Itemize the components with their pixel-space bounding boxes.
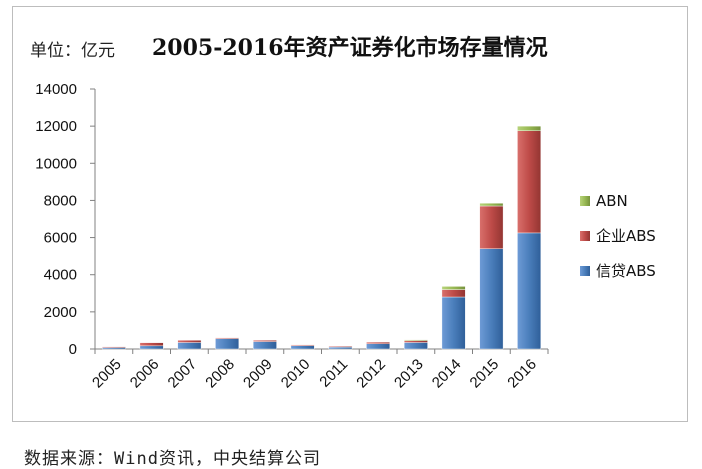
bar-2006-series-1 [139,342,164,347]
bar-2015-series-2 [479,203,504,207]
bar-2007-series-0 [177,342,202,350]
legend-swatch-0 [580,266,590,276]
x-tick-label: 2014 [429,356,465,392]
bar-2012-series-1 [366,341,391,344]
bar-2012-series-0 [366,343,391,350]
y-tick-label: 4000 [44,267,77,284]
y-tick-label: 10000 [35,155,77,172]
legend-label-0: 信贷ABS [596,262,656,280]
x-tick-label: 2012 [353,356,389,392]
x-tick-label: 2007 [165,356,201,392]
bar-2005-series-1 [101,346,126,348]
bar-2007-series-1 [177,340,202,343]
y-tick-label: 2000 [44,304,77,321]
x-tick-label: 2005 [89,356,125,392]
bar-2011-series-1 [328,346,353,348]
bar-2008-series-0 [215,338,240,350]
axes: 0 2000 4000 6000 8000 10000 12000 14000 [35,81,549,358]
chart-frame [12,6,688,422]
y-tick-label: 8000 [44,192,77,209]
y-tick-label: 6000 [44,230,77,247]
bar-2009-series-0 [252,341,277,350]
bar-2014-series-2 [441,286,466,290]
legend-swatch-2 [580,196,590,206]
bar-2013-series-2 [403,339,428,341]
bar-2010-series-1 [290,344,315,346]
bar-2008-series-1 [215,337,240,339]
x-tick-label: 2006 [127,356,163,392]
bar-2015-series-0 [479,248,504,350]
bar-2016-series-0 [517,232,542,350]
x-tick-label: 2011 [316,356,351,391]
bar-2014-series-1 [441,289,466,298]
chart-title: 2005-2016年资产证券化市场存量情况 [152,35,548,61]
legend-swatch-1 [580,231,590,241]
x-tick-label: 2008 [202,356,238,392]
x-tick-label: 2013 [391,356,427,392]
unit-label: 单位：亿元 [30,41,115,61]
y-tick-label: 14000 [35,81,77,98]
x-tick-label: 2016 [504,356,540,392]
bar-2016-series-1 [517,130,542,234]
y-tick-label: 12000 [35,118,77,135]
legend: ABN 企业ABS 信贷ABS [580,192,656,280]
bar-2016-series-2 [517,125,542,131]
bar-2006-series-0 [139,345,164,350]
bar-2010-series-0 [290,345,315,350]
bar-2009-series-1 [252,340,277,342]
y-tick-label: 0 [69,341,77,358]
legend-label-1: 企业ABS [596,227,656,245]
x-tick-label: 2015 [467,356,503,392]
labels: 2005 2006 2007 2008 2009 2010 2011 2012 2013 2014… [89,356,540,392]
bar-2014-series-0 [441,296,466,350]
x-tick-label: 2010 [278,356,314,392]
legend-label-2: ABN [596,192,628,210]
x-tick-label: 2009 [240,356,276,392]
bar-2015-series-1 [479,205,504,249]
bar-2013-series-0 [403,342,428,350]
bars [101,125,542,350]
